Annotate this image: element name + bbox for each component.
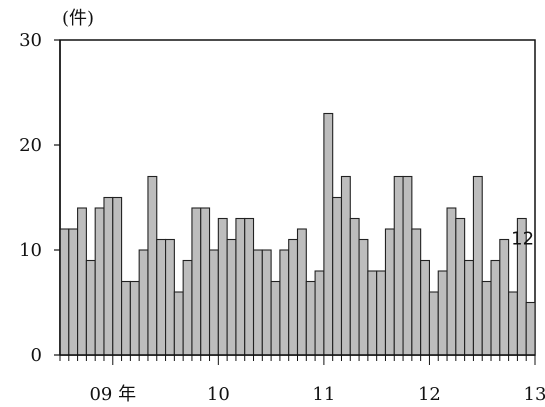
x-tick-label-3: 12 <box>418 384 441 405</box>
bar-2012-06 <box>428 291 439 356</box>
y-unit-label: (件) <box>62 8 94 29</box>
bar-2010-07 <box>226 238 237 356</box>
bar-2011-06 <box>323 112 334 356</box>
axes-layer <box>54 39 536 365</box>
bar-2009-12 <box>165 238 175 356</box>
bar-2009-07 <box>121 280 131 356</box>
y-tick-label-20: 20 <box>19 135 42 156</box>
bar-2010-04 <box>200 207 211 356</box>
x-tick-label-0: 09 年 <box>89 384 136 405</box>
bar-2009-10 <box>147 175 158 356</box>
bar-2010-06 <box>217 217 228 356</box>
y-tick-label-10: 10 <box>19 240 42 261</box>
x-tick-label-2: 11 <box>312 384 335 405</box>
bar-2009-04 <box>94 207 105 356</box>
bar-2009-05 <box>103 196 114 356</box>
x-tick-label-1: 10 <box>207 384 230 405</box>
y-tick-label-0: 0 <box>31 345 42 366</box>
bar-2010-02 <box>182 259 193 356</box>
bar-2012-01 <box>384 228 395 356</box>
bar-2010-10 <box>252 249 263 356</box>
bar-2010-12 <box>270 280 281 356</box>
bar-2011-11 <box>367 270 378 356</box>
bar-2011-08 <box>340 175 351 356</box>
bar-2009-11 <box>156 238 167 356</box>
bar-2012-09 <box>455 217 466 356</box>
bar-2009-08 <box>129 280 140 356</box>
bar-2013-05 <box>525 301 536 356</box>
bar-2011-07 <box>332 196 343 356</box>
bar-2012-08 <box>446 207 457 356</box>
bar-2011-12 <box>376 270 387 356</box>
bar-2012-12 <box>481 280 492 356</box>
bar-2011-03 <box>296 228 307 356</box>
bar-2009-02 <box>77 207 87 356</box>
bar-2013-02 <box>499 238 510 356</box>
bar-2009-03 <box>85 259 96 356</box>
bar-2011-04 <box>305 280 316 356</box>
bar-2011-10 <box>358 238 369 356</box>
bar-2012-05 <box>420 259 430 356</box>
tail-value-label: 12 <box>511 229 534 250</box>
bar-2012-10 <box>464 259 474 356</box>
bar-2011-01 <box>279 249 290 356</box>
bar-2011-05 <box>314 270 325 356</box>
bar-2010-09 <box>244 217 255 356</box>
bar-2010-05 <box>208 249 219 356</box>
bar-2012-04 <box>411 228 422 356</box>
bar-2013-01 <box>490 259 501 356</box>
bar-2013-03 <box>508 291 518 356</box>
bar-2012-03 <box>402 175 413 356</box>
bar-2010-11 <box>261 249 272 356</box>
bar-2012-07 <box>437 270 448 356</box>
bar-2010-03 <box>191 207 202 356</box>
bar-2010-01 <box>173 291 184 356</box>
bar-2012-02 <box>393 175 404 356</box>
bar-2009-01 <box>68 228 79 356</box>
bar-2009-09 <box>138 249 149 356</box>
bar-2011-02 <box>288 238 299 356</box>
bar-2011-09 <box>349 217 360 356</box>
bar-2008-12 <box>59 228 70 356</box>
bar-2012-11 <box>472 175 483 356</box>
x-tick-label-4: 13 <box>524 384 545 405</box>
bar-2009-06 <box>112 196 123 356</box>
labels-layer: 0 10 20 30 09 年 10 11 12 13 12 <box>19 30 545 405</box>
bar-2010-08 <box>235 217 246 356</box>
y-tick-label-30: 30 <box>19 30 42 51</box>
